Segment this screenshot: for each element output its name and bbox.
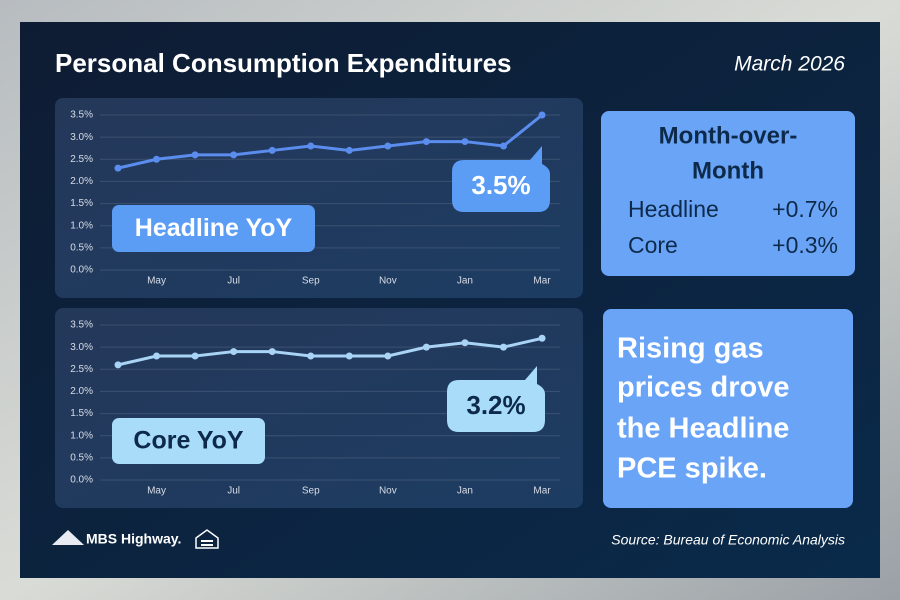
point	[153, 352, 161, 360]
logo: MBS Highway.	[86, 531, 181, 547]
note-box	[603, 309, 853, 508]
point	[384, 142, 392, 150]
point	[230, 151, 238, 159]
mom-value: +0.3%	[772, 232, 838, 258]
note-line: Rising gas	[617, 333, 764, 365]
mom-value: +0.7%	[772, 196, 838, 222]
y-tick-label: 1.5%	[70, 408, 93, 419]
x-tick-label: Mar	[533, 486, 551, 497]
y-tick-label: 3.0%	[70, 132, 93, 143]
y-tick-label: 2.5%	[70, 154, 93, 165]
x-tick-label: Nov	[379, 486, 397, 497]
callout-label: 3.2%	[466, 390, 525, 420]
logo-icon	[52, 530, 84, 545]
date: March 2026	[734, 53, 845, 76]
point	[500, 142, 507, 150]
source: Source: Bureau of Economic Analysis	[611, 532, 845, 548]
chart-label-box	[112, 205, 315, 252]
note-line: the Headline	[617, 413, 789, 445]
x-tick-label: Sep	[302, 276, 320, 287]
x-tick-label: Sep	[302, 486, 320, 497]
x-tick-label: May	[147, 276, 166, 287]
y-tick-label: 0.5%	[70, 242, 93, 253]
point	[268, 348, 276, 356]
chart-label: Headline YoY	[135, 214, 293, 242]
chart-label-box	[112, 418, 265, 464]
mom-label: Core	[628, 232, 678, 258]
mom-box	[601, 111, 855, 276]
x-tick-label: Mar	[533, 276, 551, 287]
mom-label: Headline	[628, 196, 719, 222]
mom-title: Month	[692, 157, 764, 184]
title: Personal Consumption Expenditures	[55, 48, 512, 78]
y-tick-label: 3.5%	[70, 110, 93, 121]
line	[117, 336, 543, 367]
point	[191, 352, 199, 360]
point	[230, 348, 238, 356]
point	[191, 151, 199, 159]
callout-label: 3.5%	[471, 170, 530, 200]
point	[153, 155, 161, 163]
point	[268, 146, 276, 154]
point	[538, 334, 546, 342]
x-tick-label: Jan	[457, 486, 473, 497]
point	[384, 352, 392, 360]
y-tick-label: 1.0%	[70, 430, 93, 441]
point	[307, 142, 315, 150]
line	[117, 113, 543, 170]
y-tick-label: 3.5%	[70, 320, 93, 331]
point	[114, 361, 122, 369]
y-tick-label: 2.0%	[70, 386, 93, 397]
point	[461, 339, 469, 347]
point	[500, 343, 507, 351]
y-tick-label: 0.5%	[70, 452, 93, 463]
point	[461, 138, 469, 146]
note-line: PCE spike.	[617, 453, 767, 485]
x-tick-label: Jan	[457, 276, 473, 287]
note-line: prices drove	[617, 372, 789, 404]
x-tick-label: Jul	[227, 486, 240, 497]
point	[422, 138, 430, 146]
chart-label: Core YoY	[133, 427, 244, 455]
x-tick-label: Jul	[227, 276, 240, 287]
y-tick-label: 2.0%	[70, 176, 93, 187]
y-tick-label: 1.0%	[70, 220, 93, 231]
y-tick-label: 1.5%	[70, 198, 93, 209]
y-tick-label: 2.5%	[70, 364, 93, 375]
equal-housing-icon	[195, 529, 219, 549]
point	[422, 343, 430, 351]
x-tick-label: May	[147, 486, 166, 497]
y-tick-label: 0.0%	[70, 475, 93, 486]
point	[345, 146, 353, 154]
y-tick-label: 0.0%	[70, 265, 93, 276]
point	[114, 164, 122, 172]
point	[345, 352, 353, 360]
x-tick-label: Nov	[379, 276, 397, 287]
y-tick-label: 3.0%	[70, 342, 93, 353]
point	[307, 352, 315, 360]
point	[538, 111, 546, 119]
callout	[447, 366, 545, 432]
mom-title: Month-over-	[659, 122, 798, 149]
callout	[452, 146, 550, 212]
